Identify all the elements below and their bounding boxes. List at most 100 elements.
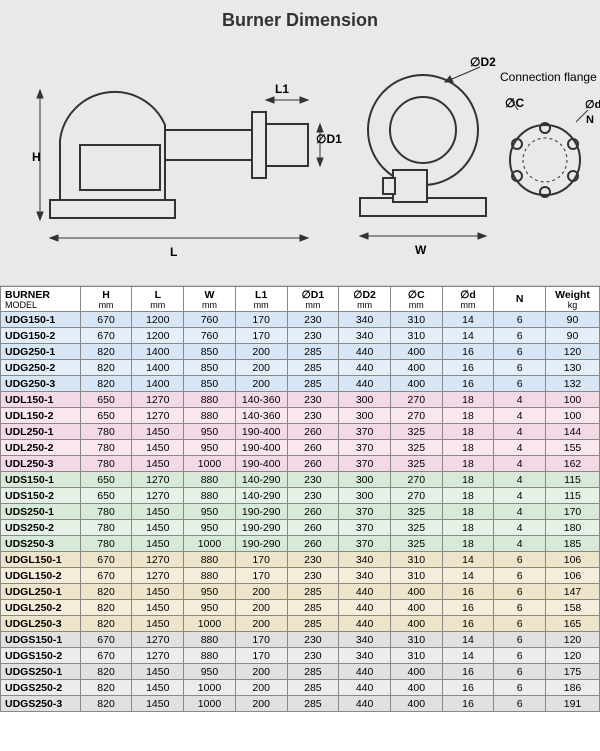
cell-W: 760: [184, 328, 236, 344]
cell-Wt: 106: [546, 568, 600, 584]
col-header-N: N: [494, 287, 546, 312]
cell-model: UDGS150-2: [1, 648, 81, 664]
cell-d: 14: [442, 568, 494, 584]
cell-d: 18: [442, 392, 494, 408]
cell-model: UDGL150-2: [1, 568, 81, 584]
cell-L: 1400: [132, 360, 184, 376]
cell-D1: 260: [287, 424, 339, 440]
cell-D2: 340: [339, 552, 391, 568]
cell-N: 6: [494, 616, 546, 632]
cell-d: 16: [442, 600, 494, 616]
cell-D1: 230: [287, 648, 339, 664]
cell-d: 18: [442, 408, 494, 424]
cell-L1: 170: [235, 552, 287, 568]
cell-d: 14: [442, 632, 494, 648]
cell-H: 780: [80, 504, 132, 520]
cell-Wt: 185: [546, 536, 600, 552]
col-header-Wt: Weightkg: [546, 287, 600, 312]
cell-N: 6: [494, 328, 546, 344]
cell-d: 14: [442, 312, 494, 328]
table-row: UDGL150-16701270880170230340310146106: [1, 552, 600, 568]
cell-H: 780: [80, 520, 132, 536]
cell-L: 1400: [132, 376, 184, 392]
cell-C: 270: [390, 472, 442, 488]
table-row: UDG250-18201400850200285440400166120: [1, 344, 600, 360]
col-header-C: ∅Cmm: [390, 287, 442, 312]
cell-d: 18: [442, 520, 494, 536]
cell-d: 16: [442, 360, 494, 376]
col-header-D2: ∅D2mm: [339, 287, 391, 312]
cell-C: 400: [390, 680, 442, 696]
cell-H: 650: [80, 488, 132, 504]
cell-L: 1450: [132, 696, 184, 712]
cell-W: 880: [184, 408, 236, 424]
diagram-area: Burner Dimension H L L1 ∅D1: [0, 0, 600, 286]
cell-H: 820: [80, 616, 132, 632]
cell-D2: 340: [339, 632, 391, 648]
cell-Wt: 120: [546, 648, 600, 664]
cell-model: UDG250-1: [1, 344, 81, 360]
cell-W: 1000: [184, 680, 236, 696]
cell-H: 820: [80, 584, 132, 600]
cell-C: 400: [390, 696, 442, 712]
cell-N: 4: [494, 408, 546, 424]
cell-L: 1450: [132, 536, 184, 552]
cell-W: 950: [184, 600, 236, 616]
cell-d: 16: [442, 344, 494, 360]
cell-D1: 285: [287, 344, 339, 360]
cell-N: 4: [494, 392, 546, 408]
cell-Wt: 147: [546, 584, 600, 600]
cell-D2: 370: [339, 504, 391, 520]
cell-N: 4: [494, 472, 546, 488]
cell-L1: 200: [235, 344, 287, 360]
cell-N: 4: [494, 504, 546, 520]
cell-L: 1270: [132, 408, 184, 424]
cell-model: UDS150-1: [1, 472, 81, 488]
cell-H: 780: [80, 424, 132, 440]
table-row: UDS250-27801450950190-290260370325184180: [1, 520, 600, 536]
cell-L1: 170: [235, 328, 287, 344]
cell-d: 18: [442, 488, 494, 504]
cell-Wt: 186: [546, 680, 600, 696]
cell-model: UDS250-3: [1, 536, 81, 552]
cell-L1: 140-360: [235, 408, 287, 424]
cell-d: 16: [442, 616, 494, 632]
table-row: UDL250-17801450950190-400260370325184144: [1, 424, 600, 440]
cell-model: UDL250-3: [1, 456, 81, 472]
cell-L: 1270: [132, 472, 184, 488]
cell-model: UDGS250-1: [1, 664, 81, 680]
cell-d: 14: [442, 328, 494, 344]
cell-H: 820: [80, 680, 132, 696]
cell-N: 6: [494, 664, 546, 680]
cell-Wt: 100: [546, 392, 600, 408]
cell-W: 950: [184, 584, 236, 600]
cell-N: 6: [494, 584, 546, 600]
cell-N: 6: [494, 344, 546, 360]
cell-d: 18: [442, 504, 494, 520]
cell-W: 950: [184, 504, 236, 520]
cell-D2: 440: [339, 664, 391, 680]
cell-D1: 230: [287, 568, 339, 584]
table-row: UDGL250-382014501000200285440400166165: [1, 616, 600, 632]
diagram-label-d: ∅d: [585, 98, 600, 111]
cell-W: 1000: [184, 536, 236, 552]
cell-N: 6: [494, 680, 546, 696]
cell-L1: 200: [235, 664, 287, 680]
cell-L: 1270: [132, 632, 184, 648]
cell-D2: 370: [339, 456, 391, 472]
cell-C: 325: [390, 456, 442, 472]
cell-model: UDGS250-2: [1, 680, 81, 696]
cell-W: 950: [184, 424, 236, 440]
cell-H: 780: [80, 536, 132, 552]
cell-C: 400: [390, 344, 442, 360]
table-row: UDGS150-26701270880170230340310146120: [1, 648, 600, 664]
cell-D2: 440: [339, 616, 391, 632]
cell-L1: 190-290: [235, 520, 287, 536]
table-row: UDL150-26501270880140-360230300270184100: [1, 408, 600, 424]
cell-model: UDGL250-1: [1, 584, 81, 600]
cell-L: 1450: [132, 520, 184, 536]
diagram-label-l: L: [170, 245, 177, 259]
table-row: UDL150-16501270880140-360230300270184100: [1, 392, 600, 408]
diagram-label-h: H: [32, 150, 41, 164]
cell-N: 4: [494, 456, 546, 472]
